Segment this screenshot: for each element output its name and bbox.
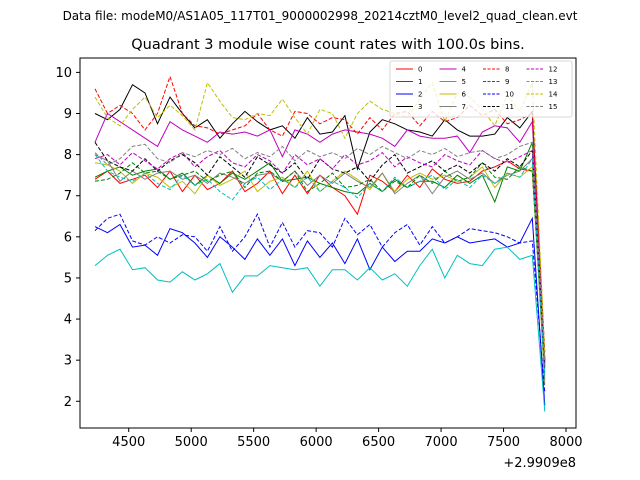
y-tick-label-7: 7 [64,189,72,204]
legend-label-9: 9 [505,78,509,86]
x-tick-label-4500: 4500 [112,435,145,450]
legend-label-5: 5 [462,78,466,86]
y-tick-label-3: 3 [64,354,72,369]
x-tick-label-6000: 6000 [300,435,333,450]
series-line-3 [94,83,546,361]
y-tick-label-10: 10 [55,66,72,81]
series-line-15 [94,141,546,363]
x-tick-label-5500: 5500 [237,435,270,450]
plot-area: 4500 5000 5500 6000 6500 7000 7500 8000 2 3 4 5 6 7 8 9… [55,57,583,450]
chart-title: Quadrant 3 module wise count rates with … [131,37,525,53]
series-line-10 [94,213,546,394]
legend-label-7: 7 [462,103,466,111]
legend-label-1: 1 [418,78,422,86]
series-line-2 [94,216,546,406]
x-tick-label-7500: 7500 [487,435,520,450]
y-tick-label-9: 9 [64,107,72,122]
x-tick-label-5000: 5000 [175,435,208,450]
x-axis-offset-label: +2.9909e8 [503,456,576,471]
legend-label-10: 10 [505,91,514,99]
series-line-13 [94,154,546,377]
y-tick-label-6: 6 [64,230,72,245]
x-tick-label-8000: 8000 [549,435,582,450]
series-line-4 [94,112,546,365]
legend-label-11: 11 [505,103,514,111]
legend-label-6: 6 [462,91,467,99]
series-line-5 [94,246,546,412]
series-line-12 [94,149,546,367]
legend-label-14: 14 [549,91,558,99]
y-tick-label-5: 5 [64,271,72,286]
series-line-11 [94,142,546,365]
legend-label-12: 12 [549,66,558,74]
legend-label-8: 8 [505,66,509,74]
x-tick-label-6500: 6500 [362,435,395,450]
legend-label-0: 0 [418,66,422,74]
series-line-7 [94,154,546,381]
legend-label-2: 2 [418,91,422,99]
legend-label-15: 15 [549,103,558,111]
axes-frame [79,57,577,429]
legend-box [389,60,573,118]
legend-label-4: 4 [462,66,467,74]
x-tick-label-7000: 7000 [425,435,458,450]
y-tick-label-2: 2 [64,395,72,410]
legend-label-13: 13 [549,78,558,86]
series-line-9 [94,162,546,373]
legend-label-3: 3 [418,103,422,111]
chart-suptitle: Data file: modeM0/AS1A05_117T01_90000029… [63,9,578,23]
y-tick-label-8: 8 [64,148,72,163]
y-tick-label-4: 4 [64,313,72,328]
